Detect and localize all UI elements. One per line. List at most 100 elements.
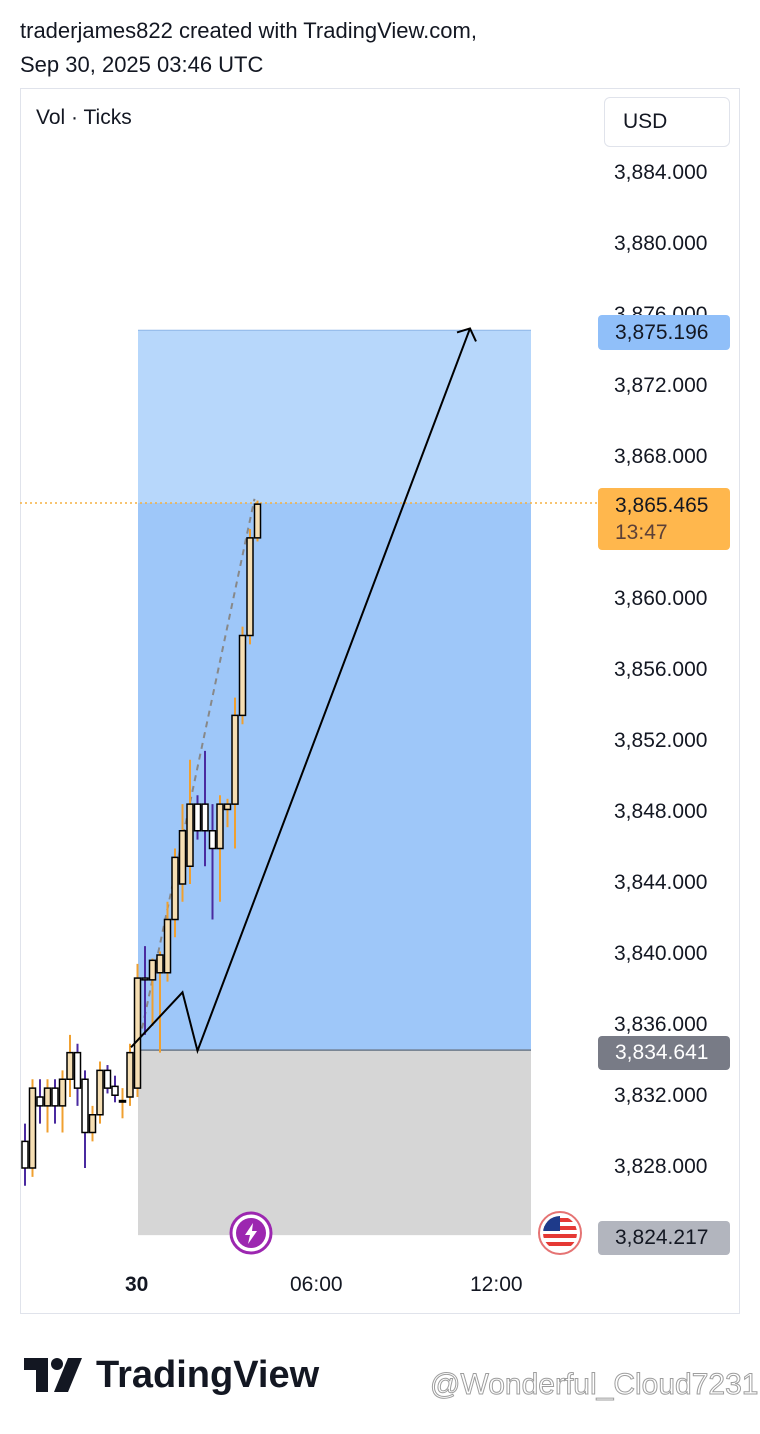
candle xyxy=(96,1061,104,1124)
candle-body xyxy=(58,1078,67,1107)
candle xyxy=(231,697,239,849)
watermark: @Wonderful_Cloud7231 xyxy=(429,1368,759,1402)
candle xyxy=(36,1079,44,1124)
candle-body xyxy=(216,803,224,850)
candle xyxy=(111,1075,119,1103)
last-price-tag: 3,865.465 13:47 xyxy=(598,488,730,550)
chart-frame xyxy=(20,88,740,1314)
candle xyxy=(51,1079,59,1124)
candle-body xyxy=(81,1078,89,1134)
candle xyxy=(171,848,179,938)
candle-body xyxy=(126,1051,134,1098)
candle-body xyxy=(231,714,239,805)
candle-body xyxy=(36,1096,44,1107)
candle-body xyxy=(118,1099,127,1103)
profit-zone-remaining xyxy=(138,330,531,503)
projection-line xyxy=(130,328,471,1055)
stop-price-tag: 3,824.217 xyxy=(598,1221,730,1255)
candle xyxy=(216,795,224,902)
candle xyxy=(58,1070,67,1133)
price-tick-label: 3,848.000 xyxy=(614,800,708,823)
header-date-line: Sep 30, 2025 03:46 UTC xyxy=(20,52,264,77)
candle xyxy=(193,795,202,840)
candle xyxy=(208,804,217,920)
price-tick-label: 3,852.000 xyxy=(614,729,708,752)
candle xyxy=(246,529,254,645)
candle xyxy=(66,1034,74,1097)
us-flag-icon[interactable] xyxy=(538,1211,582,1255)
candle-body xyxy=(223,803,232,811)
candles xyxy=(21,500,262,1186)
candle xyxy=(88,1105,97,1142)
time-label-1200: 12:00 xyxy=(470,1273,523,1296)
tradingview-logo-text: TradingView xyxy=(96,1354,320,1396)
candle xyxy=(81,1070,89,1168)
tradingview-logo-icon xyxy=(24,1358,82,1392)
candle-body xyxy=(148,959,157,981)
loss-zone xyxy=(138,1050,531,1236)
candle-body xyxy=(51,1087,59,1107)
candle xyxy=(28,1079,37,1177)
candle-body xyxy=(111,1085,119,1096)
candle-body xyxy=(133,977,142,1089)
candle xyxy=(73,1043,82,1106)
position-zones xyxy=(138,329,531,1236)
candle-body xyxy=(238,634,247,717)
lightning-icon[interactable] xyxy=(229,1211,273,1255)
price-tick-label: 3,840.000 xyxy=(614,942,708,965)
candle xyxy=(178,804,187,902)
bar-countdown: 13:47 xyxy=(615,521,668,544)
candle xyxy=(238,626,247,725)
price-tick-label: 3,836.000 xyxy=(614,1013,708,1036)
price-tick-label: 3,844.000 xyxy=(614,871,708,894)
candle xyxy=(103,1065,112,1094)
entry-price-tag: 3,834.641 xyxy=(598,1036,730,1070)
candle xyxy=(126,1043,134,1106)
price-tick-label: 3,832.000 xyxy=(614,1084,708,1107)
candle xyxy=(133,963,142,1097)
indicator-label[interactable]: Vol · Ticks xyxy=(36,106,132,129)
candle-body xyxy=(141,977,149,981)
projection-arrowhead xyxy=(456,327,477,342)
time-label-day: 30 xyxy=(125,1273,149,1296)
target-price-tag: 3,875.196 xyxy=(598,315,730,350)
candle-body xyxy=(193,803,202,832)
currency-button[interactable]: USD xyxy=(604,97,730,147)
candle xyxy=(43,1079,52,1133)
time-label-0600: 06:00 xyxy=(290,1273,343,1296)
last-price-value: 3,865.465 xyxy=(615,494,709,517)
candle xyxy=(201,750,209,867)
candle-body xyxy=(28,1087,37,1169)
candle-body xyxy=(103,1069,112,1089)
candle-body xyxy=(21,1140,29,1169)
candle xyxy=(21,1123,29,1186)
candle xyxy=(141,946,149,1035)
event-icons xyxy=(229,1211,582,1255)
price-tick-label: 3,856.000 xyxy=(614,658,708,681)
candle xyxy=(118,1088,127,1119)
candle-body xyxy=(253,503,262,539)
candle-body xyxy=(43,1087,52,1107)
price-tick-label: 3,872.000 xyxy=(614,374,708,397)
candle-body xyxy=(201,803,209,832)
candle-body xyxy=(246,537,254,637)
profit-zone-achieved xyxy=(138,502,531,1051)
candle-body xyxy=(73,1051,82,1089)
price-tick-label: 3,860.000 xyxy=(614,587,708,610)
candle-body xyxy=(66,1051,74,1080)
price-tick-label: 3,880.000 xyxy=(614,232,708,255)
candle xyxy=(223,798,232,828)
candle xyxy=(148,958,157,1026)
candle xyxy=(163,901,172,982)
candle xyxy=(156,951,164,1053)
candle-body xyxy=(208,830,217,850)
candle-body xyxy=(163,918,172,974)
price-tick-label: 3,868.000 xyxy=(614,445,708,468)
projection-path xyxy=(130,327,477,1055)
candle xyxy=(253,500,262,542)
price-tick-label: 3,828.000 xyxy=(614,1155,708,1178)
candle-body xyxy=(178,830,187,885)
header-author-line: traderjames822 created with TradingView.… xyxy=(20,18,477,43)
candle-body xyxy=(156,954,164,974)
